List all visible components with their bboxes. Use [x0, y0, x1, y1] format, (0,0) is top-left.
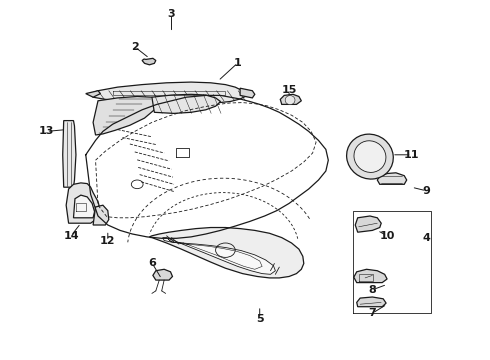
- Polygon shape: [280, 94, 301, 104]
- Polygon shape: [152, 94, 220, 113]
- Text: 2: 2: [131, 42, 139, 52]
- Text: 1: 1: [234, 58, 242, 68]
- Polygon shape: [357, 297, 386, 307]
- Polygon shape: [354, 269, 387, 283]
- Text: 10: 10: [379, 231, 395, 241]
- Polygon shape: [149, 228, 304, 278]
- Polygon shape: [86, 91, 100, 97]
- Polygon shape: [91, 82, 247, 104]
- Text: 3: 3: [168, 9, 175, 19]
- Polygon shape: [142, 58, 156, 65]
- Text: 13: 13: [39, 126, 54, 136]
- Polygon shape: [93, 96, 157, 135]
- Polygon shape: [240, 88, 255, 98]
- Text: 15: 15: [281, 85, 297, 95]
- Text: 4: 4: [422, 233, 430, 243]
- Text: 7: 7: [368, 308, 376, 318]
- Polygon shape: [377, 173, 407, 184]
- Ellipse shape: [285, 95, 295, 104]
- Text: 6: 6: [148, 258, 156, 268]
- Text: 5: 5: [256, 314, 264, 324]
- Ellipse shape: [346, 134, 393, 179]
- Polygon shape: [93, 205, 109, 225]
- Ellipse shape: [354, 141, 386, 172]
- Text: 14: 14: [63, 231, 79, 241]
- Polygon shape: [63, 121, 76, 187]
- Polygon shape: [74, 195, 95, 218]
- Polygon shape: [355, 216, 381, 232]
- Polygon shape: [66, 183, 100, 223]
- Text: 12: 12: [100, 236, 116, 246]
- Text: 8: 8: [368, 285, 376, 295]
- Polygon shape: [163, 238, 275, 274]
- Text: 9: 9: [422, 186, 430, 196]
- Text: 11: 11: [404, 150, 419, 160]
- Polygon shape: [153, 269, 172, 280]
